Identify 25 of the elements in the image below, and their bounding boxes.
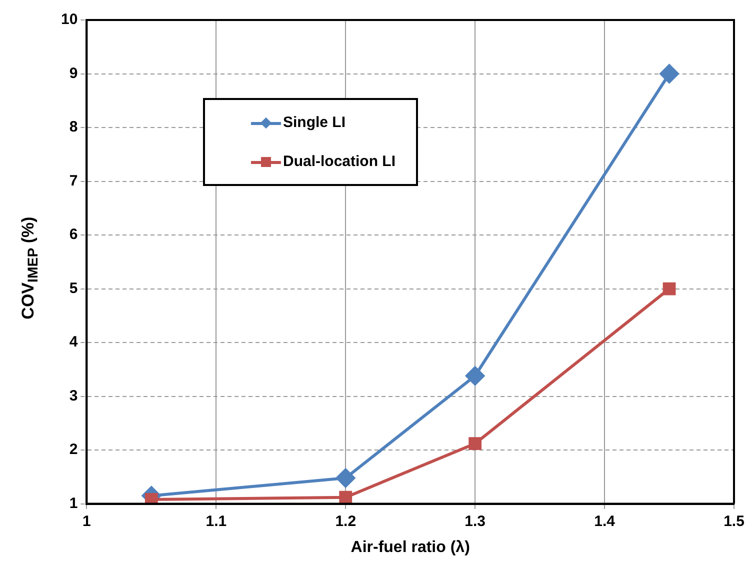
point (468, 437, 482, 450)
x-tick-label: 1.1 (206, 512, 227, 530)
y-tick-label: 7 (69, 172, 78, 190)
x-tick-label: 1 (82, 512, 91, 530)
point (466, 366, 485, 386)
x-tick-label: 1.3 (464, 512, 486, 530)
legend-label: Dual-location LI (283, 153, 396, 170)
x-axis-title: Air-fuel ratio (λ) (350, 538, 470, 556)
y-tick-label: 10 (60, 11, 78, 28)
point (339, 490, 352, 504)
y-tick-label: 9 (69, 64, 78, 82)
y-tick-label: 8 (69, 118, 78, 136)
x-tick-label: 1.4 (594, 512, 616, 530)
y-tick-label: 1 (69, 494, 78, 512)
point (336, 468, 356, 488)
y-tick-label: 6 (69, 226, 78, 244)
point (660, 64, 679, 84)
legend-label: Single LI (283, 114, 346, 131)
y-tick-label: 3 (69, 387, 78, 404)
x-tick-label: 1.2 (335, 512, 356, 530)
point (662, 282, 676, 296)
y-tick-label: 5 (69, 280, 78, 297)
y-tick-label: 2 (69, 441, 78, 458)
y-tick-label: 4 (69, 334, 78, 351)
x-tick-label: 1.5 (724, 512, 744, 530)
